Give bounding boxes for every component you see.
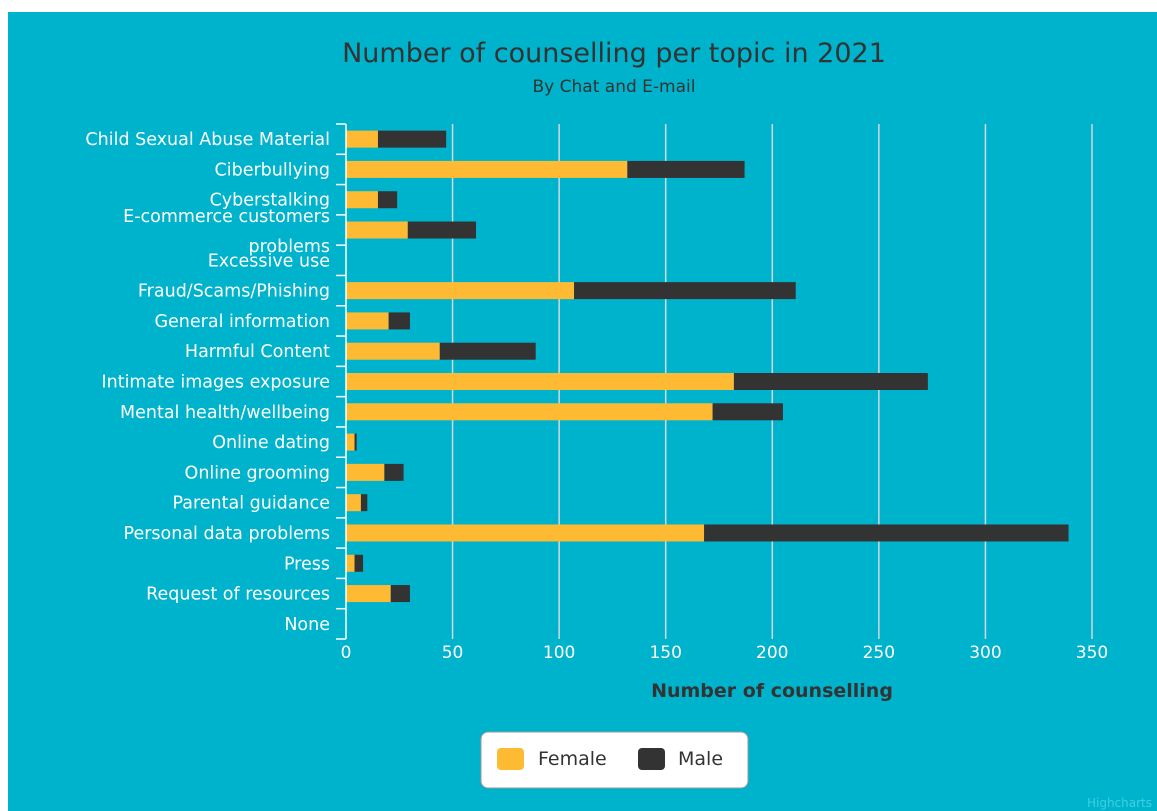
chart-subtitle: By Chat and E-mail <box>533 77 696 97</box>
x-tick-label: 350 <box>1076 643 1108 663</box>
chart-title: Number of counselling per topic in 2021 <box>342 38 886 69</box>
x-tick-label: 150 <box>649 643 681 663</box>
x-axis-title: Number of counselling <box>651 680 893 702</box>
bar-male <box>439 342 536 360</box>
y-tick-label: E-commerce customers problems <box>123 207 330 257</box>
bar-female <box>346 221 408 239</box>
bar-female <box>346 191 378 209</box>
y-tick-label-line: problems <box>248 237 330 257</box>
bar-male <box>354 554 364 572</box>
y-tick-label: Ciberbullying <box>215 160 331 180</box>
chart-svg: Number of counselling per topic in 2021 … <box>85 38 1152 810</box>
x-tick-label: 50 <box>442 643 464 663</box>
y-tick-label: Online grooming <box>185 463 330 483</box>
bar-female <box>346 463 385 481</box>
y-tick-label: Intimate images exposure <box>101 373 330 393</box>
y-tick-label: Excessive use <box>208 251 330 271</box>
legend-item-female[interactable]: Female <box>497 748 607 770</box>
bar-female <box>346 433 355 451</box>
x-tick-label: 100 <box>543 643 575 663</box>
credits-link[interactable]: Highcharts <box>1087 796 1152 810</box>
bar-female <box>346 312 389 330</box>
bar-male <box>377 130 447 148</box>
y-tick-label-line: E-commerce customers <box>123 207 330 227</box>
bar-male <box>733 373 928 390</box>
y-tick-label: None <box>284 615 330 635</box>
y-tick-label: Personal data problems <box>124 524 330 544</box>
bar-male <box>712 403 783 421</box>
y-tick-label: Press <box>284 554 330 574</box>
bar-series <box>346 130 1069 603</box>
bar-male <box>407 221 477 239</box>
bar-female <box>346 585 391 603</box>
bar-female <box>346 524 705 542</box>
chart-container: Number of counselling per topic in 2021 … <box>8 12 1157 811</box>
bar-male <box>704 524 1069 542</box>
bar-female <box>346 494 361 512</box>
bar-male <box>388 312 410 330</box>
y-tick-label: General information <box>154 312 330 332</box>
x-tick-label: 250 <box>863 643 895 663</box>
y-tick-label: Harmful Content <box>185 342 330 362</box>
bar-male <box>574 282 796 300</box>
y-tick-label: Request of resources <box>146 585 330 605</box>
bar-female <box>346 342 440 360</box>
legend: Female Male <box>480 731 749 789</box>
y-axis: Child Sexual Abuse Material Ciberbullying… <box>85 123 347 640</box>
y-tick-label: Fraud/Scams/Phishing <box>138 282 330 302</box>
bar-male <box>360 494 368 512</box>
bar-male <box>390 585 410 603</box>
x-tick-label: 0 <box>341 643 352 663</box>
y-tick-label: Child Sexual Abuse Material <box>85 130 330 150</box>
bar-male <box>377 191 398 209</box>
legend-label-female: Female <box>538 748 607 770</box>
x-tick-label: 300 <box>969 643 1001 663</box>
legend-label-male: Male <box>678 748 723 770</box>
bar-female <box>346 130 378 148</box>
y-tick-label: Online dating <box>212 433 330 453</box>
legend-swatch-female <box>497 748 524 770</box>
y-tick-label: Cyberstalking <box>210 191 330 211</box>
bar-female <box>346 403 713 421</box>
bar-female <box>346 282 575 300</box>
bar-female <box>346 554 355 572</box>
bar-female <box>346 373 734 390</box>
bar-male <box>354 433 357 451</box>
x-axis: 0 50 100 150 200 250 300 350 <box>341 643 1109 663</box>
x-tick-label: 200 <box>756 643 788 663</box>
legend-swatch-male <box>638 748 665 770</box>
legend-item-male[interactable]: Male <box>638 748 723 770</box>
y-tick-label: Parental guidance <box>172 494 330 514</box>
legend-box <box>480 731 749 789</box>
bar-female <box>346 160 628 178</box>
bar-male <box>627 160 745 178</box>
y-tick-label: Mental health/wellbeing <box>120 403 330 423</box>
bar-male <box>384 463 404 481</box>
